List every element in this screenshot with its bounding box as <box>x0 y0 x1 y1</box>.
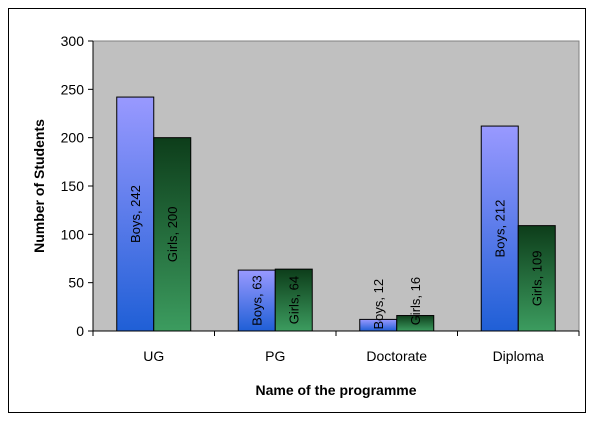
data-labels: Boys, 242 Girls, 200 Boys, 63 Girls, 64 Boys… <box>128 185 545 329</box>
data-label-boys-pg: Boys, 63 <box>250 275 265 326</box>
y-axis: 0 50 100 150 200 250 300 <box>61 33 94 339</box>
data-label-girls-diploma: Girls, 109 <box>530 250 545 306</box>
x-tick-label: Doctorate <box>366 348 427 364</box>
y-tick-label: 250 <box>61 81 85 97</box>
y-tick-label: 0 <box>76 323 84 339</box>
x-tick-label: UG <box>143 348 164 364</box>
data-label-girls-ug: Girls, 200 <box>165 207 180 263</box>
data-label-boys-diploma: Boys, 212 <box>493 200 508 258</box>
bar-girls-pg <box>274 268 313 332</box>
data-label-boys-ug: Boys, 242 <box>128 185 143 243</box>
y-tick-label: 300 <box>61 33 85 49</box>
y-tick-label: 100 <box>61 226 85 242</box>
bar-boys-ug <box>116 96 155 332</box>
x-axis: UG PG Doctorate Diploma <box>92 330 580 364</box>
x-tick-label: PG <box>265 348 285 364</box>
bars <box>116 96 556 332</box>
x-tick-label: Diploma <box>493 348 545 364</box>
y-tick-label: 200 <box>61 130 85 146</box>
y-axis-title: Number of Students <box>31 119 47 253</box>
x-axis-title: Name of the programme <box>255 382 416 398</box>
y-tick-label: 150 <box>61 178 85 194</box>
data-label-girls-pg: Girls, 64 <box>287 276 302 324</box>
bar-girls-doctorate <box>396 315 435 332</box>
bar-boys-diploma <box>480 125 519 332</box>
bar-girls-diploma <box>517 225 556 332</box>
data-label-girls-doctorate: Girls, 16 <box>408 277 423 325</box>
bar-girls-ug <box>153 137 192 332</box>
y-tick-label: 50 <box>68 275 84 291</box>
data-label-boys-doctorate: Boys, 12 <box>371 279 386 330</box>
